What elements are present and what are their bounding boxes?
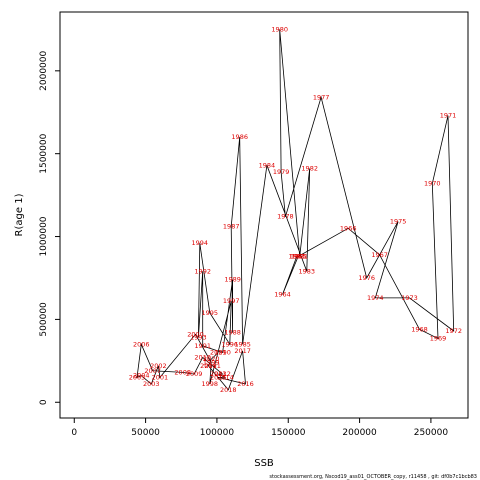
year-label-1992: 1992 — [194, 267, 211, 275]
year-label-1963: 1963 — [289, 252, 306, 260]
year-label-2013: 2013 — [210, 370, 227, 378]
year-label-2001: 2001 — [152, 373, 169, 381]
year-label-2018: 2018 — [220, 386, 237, 394]
year-label-1987: 1987 — [223, 223, 240, 231]
plot-frame — [59, 11, 469, 419]
year-label-1968: 1968 — [411, 325, 428, 333]
year-label-1999: 1999 — [203, 359, 220, 367]
year-label-1973: 1973 — [401, 294, 418, 302]
year-label-1990: 1990 — [214, 349, 231, 357]
year-label-2008: 2008 — [174, 368, 191, 376]
year-label-1964: 1964 — [274, 291, 291, 299]
year-label-1978: 1978 — [277, 213, 294, 221]
year-label-2016: 2016 — [237, 380, 254, 388]
year-label-2019: 2019 — [200, 362, 217, 370]
year-label-1967: 1967 — [371, 251, 388, 259]
year-label-2007: 2007 — [144, 367, 161, 375]
sr-trajectory-line — [136, 29, 455, 391]
year-label-2014: 2014 — [217, 373, 234, 381]
year-label-2012: 2012 — [214, 370, 231, 378]
year-label-1997: 1997 — [223, 297, 240, 305]
year-label-2000: 2000 — [187, 330, 204, 338]
year-label-1984: 1984 — [259, 161, 276, 169]
year-label-1969: 1969 — [430, 335, 447, 343]
year-label-2021: 2021 — [210, 349, 227, 357]
year-label-1977: 1977 — [313, 93, 330, 101]
year-label-1991: 1991 — [194, 342, 211, 350]
year-label-2004: 2004 — [133, 372, 150, 380]
year-label-1986: 1986 — [231, 133, 248, 141]
year-label-1980: 1980 — [271, 25, 288, 33]
year-label-1970: 1970 — [424, 180, 441, 188]
year-label-1975: 1975 — [390, 218, 407, 226]
year-label-1982: 1982 — [301, 165, 318, 173]
year-label-1989: 1989 — [224, 276, 241, 284]
x-tick-label: 100000 — [200, 428, 235, 438]
x-tick-label: 250000 — [414, 428, 449, 438]
year-label-2005: 2005 — [129, 373, 146, 381]
year-label-1995: 1995 — [202, 309, 219, 317]
y-tick-label: 0 — [39, 399, 49, 405]
year-label-1988: 1988 — [224, 329, 241, 337]
y-tick-label: 1000000 — [39, 216, 49, 256]
year-label-1979: 1979 — [273, 168, 290, 176]
year-label-2011: 2011 — [204, 362, 221, 370]
year-label-1981: 1981 — [291, 252, 308, 260]
y-tick-label: 500000 — [39, 302, 49, 337]
axes: 0 50000 100000 150000 200000 250000 0 500000 100… — [39, 50, 448, 438]
year-label-2003: 2003 — [143, 380, 160, 388]
year-label-2006: 2006 — [133, 340, 150, 348]
year-label-1985: 1985 — [234, 340, 251, 348]
year-label-1996: 1996 — [222, 340, 239, 348]
x-tick-label: 50000 — [131, 428, 160, 438]
year-label-1976: 1976 — [358, 274, 375, 282]
year-label-2020: 2020 — [203, 355, 220, 363]
year-label-1974: 1974 — [367, 294, 384, 302]
y-tick-label: 1500000 — [39, 133, 49, 173]
year-label-1965: 1965 — [290, 252, 307, 260]
y-axis-label: R(age 1) — [14, 193, 25, 236]
x-axis-label: SSB — [254, 458, 274, 469]
year-label-1972: 1972 — [445, 327, 462, 335]
year-label-1983: 1983 — [299, 267, 316, 275]
year-label-2017: 2017 — [234, 347, 251, 355]
x-tick-label: 150000 — [271, 428, 306, 438]
x-tick-label: 0 — [71, 428, 77, 438]
year-label-1966: 1966 — [340, 224, 357, 232]
year-label-2009: 2009 — [186, 370, 203, 378]
x-tick-label: 200000 — [342, 428, 377, 438]
year-label-2015: 2015 — [210, 373, 227, 381]
year-label-1994: 1994 — [192, 239, 209, 247]
year-label-1998: 1998 — [202, 380, 219, 388]
y-tick-label: 2000000 — [39, 50, 49, 90]
footer-credit: stockassessment.org, Nscod19_ass01_OCTOB… — [269, 474, 477, 480]
year-label-2010: 2010 — [194, 354, 211, 362]
year-label-2002: 2002 — [150, 362, 167, 370]
year-label-1971: 1971 — [440, 112, 457, 120]
year-label-1993: 1993 — [190, 334, 207, 342]
